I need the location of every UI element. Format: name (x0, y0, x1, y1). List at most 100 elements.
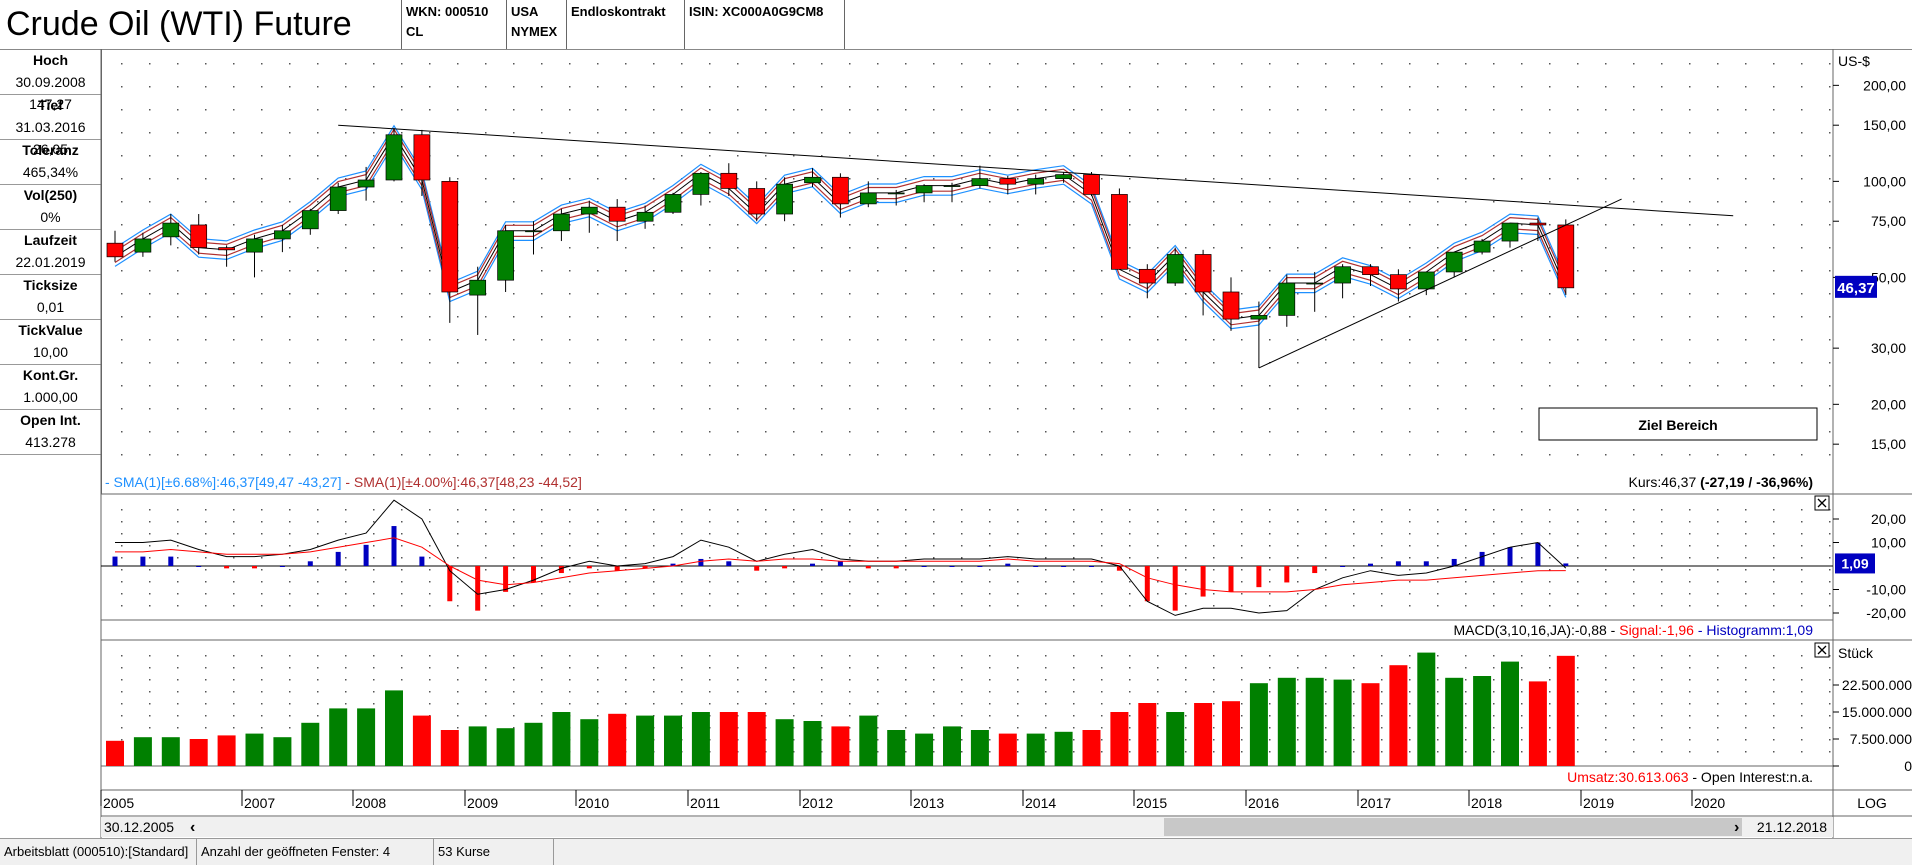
grid-dot (597, 593, 599, 595)
grid-dot (849, 715, 851, 717)
grid-dot (205, 655, 207, 657)
grid-dot (1773, 247, 1775, 249)
candle[interactable] (190, 214, 208, 255)
grid-dot (1297, 247, 1299, 249)
grid-dot (1017, 408, 1019, 410)
candle[interactable] (1334, 264, 1351, 299)
grid-dot (1129, 408, 1131, 410)
candle[interactable] (1390, 269, 1407, 302)
candle[interactable] (1445, 251, 1463, 278)
candle[interactable] (1529, 217, 1547, 242)
candle[interactable] (1138, 264, 1156, 299)
grid-dot (1745, 224, 1747, 226)
candle[interactable] (971, 165, 989, 189)
grid-dot (1325, 132, 1327, 134)
candle[interactable] (525, 221, 542, 255)
grid-dot (401, 293, 403, 295)
grid-dot (317, 362, 319, 364)
grid-dot (317, 667, 319, 669)
grid-dot (1577, 569, 1579, 571)
candle[interactable] (1083, 171, 1100, 196)
candle[interactable] (859, 181, 877, 208)
candle[interactable] (720, 163, 738, 196)
candle[interactable] (692, 171, 710, 206)
candle[interactable] (1557, 219, 1575, 296)
candle[interactable] (580, 200, 598, 233)
macd-histogram-bar (1172, 566, 1178, 611)
candle[interactable] (357, 166, 375, 201)
grid-dot (289, 362, 291, 364)
grid-dot (877, 339, 879, 341)
grid-dot (1017, 155, 1019, 157)
candle[interactable] (1111, 188, 1128, 270)
grid-dot (457, 727, 459, 729)
candle[interactable] (246, 234, 263, 278)
grid-dot (233, 86, 235, 88)
candle[interactable] (1473, 238, 1491, 255)
grid-dot (1325, 339, 1327, 341)
grid-dot (1549, 270, 1551, 272)
grid-dot (177, 293, 179, 295)
grid-dot (1829, 703, 1831, 705)
candle[interactable] (1250, 301, 1268, 368)
grid-dot (1549, 533, 1551, 535)
candle[interactable] (553, 208, 570, 242)
candle[interactable] (106, 230, 124, 262)
grid-dot (1325, 581, 1327, 583)
candle[interactable] (162, 214, 180, 246)
candle[interactable] (1194, 249, 1212, 316)
candle[interactable] (1055, 171, 1072, 183)
candle[interactable] (413, 129, 431, 196)
grid-dot (1269, 703, 1271, 705)
grid-dot (1689, 751, 1691, 753)
time-scrollbar-thumb[interactable] (1164, 818, 1742, 836)
grid-dot (989, 431, 991, 433)
candle[interactable] (804, 168, 821, 188)
macd-histogram-bar (140, 556, 146, 566)
grid-dot (205, 155, 207, 157)
candle[interactable] (1166, 247, 1184, 286)
candle[interactable] (441, 177, 459, 323)
candle[interactable] (636, 205, 654, 229)
candle[interactable] (301, 208, 319, 235)
grid-dot (1213, 339, 1215, 341)
candle[interactable] (1362, 264, 1379, 286)
grid-dot (149, 569, 151, 571)
grid-dot (765, 509, 767, 511)
volume-bar (524, 722, 543, 766)
candle[interactable] (664, 192, 682, 215)
grid-dots (121, 63, 1831, 753)
candle[interactable] (469, 266, 487, 335)
candle[interactable] (776, 177, 793, 222)
candle[interactable] (608, 199, 626, 242)
grid-dot (1381, 667, 1383, 669)
candle[interactable] (1306, 271, 1324, 312)
grid-dot (1801, 155, 1803, 157)
candle[interactable] (1417, 271, 1435, 296)
candle[interactable] (274, 224, 291, 253)
candle[interactable] (497, 224, 514, 292)
candle[interactable] (218, 245, 235, 267)
candle[interactable] (134, 232, 152, 257)
grid-dot (429, 293, 431, 295)
grid-dot (1465, 431, 1467, 433)
grid-dot (1409, 533, 1411, 535)
grid-dot (1073, 247, 1075, 249)
candle[interactable] (915, 184, 933, 203)
grid-dot (1465, 703, 1467, 705)
candle[interactable] (1501, 222, 1519, 248)
candle[interactable] (999, 175, 1017, 195)
grid-dot (1129, 751, 1131, 753)
candle[interactable] (748, 181, 766, 222)
candle[interactable] (1027, 174, 1045, 195)
sidebar-value: 0% (40, 209, 61, 225)
candle[interactable] (887, 189, 905, 206)
grid-dot (849, 703, 851, 705)
candle[interactable] (943, 182, 961, 203)
candle[interactable] (385, 127, 403, 182)
candle[interactable] (1278, 274, 1296, 327)
candle[interactable] (329, 182, 347, 215)
candle[interactable] (1222, 277, 1240, 331)
candle[interactable] (832, 173, 849, 218)
